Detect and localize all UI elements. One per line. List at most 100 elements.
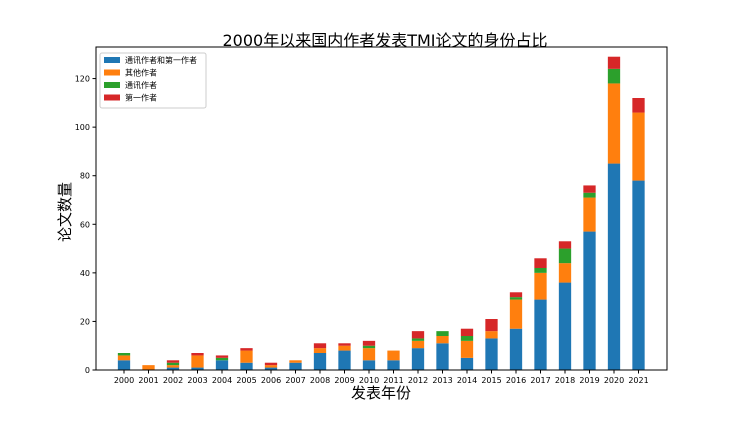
bar-2001-series-1 — [142, 365, 155, 370]
bar-2014-series-1 — [460, 340, 474, 358]
bar-2011-series-1 — [387, 350, 400, 361]
bar-2009-series-1 — [338, 345, 351, 351]
bar-2000-series-2 — [117, 353, 131, 356]
bar-2018-series-3 — [558, 241, 572, 249]
bar-2000-series-1 — [117, 355, 131, 361]
x-tick-label: 2001 — [138, 376, 158, 385]
y-tick-label: 60 — [80, 220, 90, 229]
legend-label: 通讯作者 — [125, 80, 157, 90]
bar-2010-series-1 — [362, 348, 376, 361]
bar-2021-series-1 — [632, 112, 645, 181]
bar-2012-series-0 — [411, 348, 425, 370]
y-axis-label: 论文数量 — [56, 182, 74, 242]
bar-2019-series-0 — [583, 231, 596, 370]
bar-2016-series-3 — [509, 292, 523, 298]
x-tick-label: 2020 — [604, 376, 624, 385]
bar-2006-series-3 — [264, 362, 278, 366]
x-tick-label: 2009 — [334, 376, 354, 385]
plot-frame — [95, 46, 668, 371]
x-tick-label: 2014 — [457, 376, 477, 385]
x-tick-label: 2006 — [261, 376, 281, 385]
bar-2009-series-3 — [338, 343, 351, 346]
bar-2002-series-1 — [166, 365, 180, 368]
bar-2014-series-2 — [460, 336, 474, 341]
bar-2006-series-1 — [264, 365, 278, 368]
bar-2015-series-3 — [485, 319, 498, 332]
bar-2015-series-0 — [485, 338, 498, 370]
bar-2013-series-2 — [436, 331, 449, 336]
bar-2018-series-2 — [558, 248, 572, 264]
legend-swatch — [104, 94, 120, 101]
bar-2020-series-0 — [607, 163, 621, 370]
bar-2014-series-3 — [460, 328, 474, 336]
x-tick-label: 2015 — [481, 376, 501, 385]
x-tick-label: 2002 — [163, 376, 183, 385]
bar-2000-series-0 — [117, 360, 131, 370]
y-tick-label: 120 — [75, 75, 90, 84]
bar-2016-series-2 — [509, 297, 523, 300]
x-tick-label: 2021 — [628, 376, 648, 385]
bar-2013-series-1 — [436, 336, 449, 344]
chart-title: 2000年以来国内作者发表TMI论文的身份占比 — [222, 31, 547, 50]
bar-2002-series-3 — [166, 360, 180, 363]
bar-2005-series-1 — [240, 350, 253, 363]
bar-2020-series-2 — [607, 68, 621, 84]
bar-2021-series-3 — [632, 98, 645, 113]
bar-2018-series-1 — [558, 263, 572, 283]
bar-2018-series-0 — [558, 282, 572, 370]
bar-2006-series-0 — [264, 367, 278, 370]
x-axis-label: 发表年份 — [351, 384, 411, 402]
x-tick-label: 2007 — [285, 376, 305, 385]
x-tick-label: 2012 — [408, 376, 428, 385]
bar-2004-series-0 — [215, 360, 229, 370]
bar-2012-series-3 — [411, 331, 425, 339]
x-tick-label: 2008 — [310, 376, 330, 385]
bar-2008-series-0 — [313, 353, 327, 370]
bar-2014-series-0 — [460, 357, 474, 370]
legend-label: 第一作者 — [125, 93, 157, 103]
x-tick-label: 2010 — [359, 376, 379, 385]
bar-2007-series-1 — [289, 360, 302, 363]
bar-2002-series-2 — [166, 362, 180, 366]
x-tick-label: 2019 — [579, 376, 599, 385]
x-tick-label: 2004 — [212, 376, 232, 385]
bar-2019-series-3 — [583, 185, 596, 193]
bar-2010-series-3 — [362, 340, 376, 346]
bar-2010-series-2 — [362, 345, 376, 349]
bar-2020-series-1 — [607, 83, 621, 164]
bar-2012-series-2 — [411, 338, 425, 341]
legend-swatch — [104, 82, 120, 88]
bar-2007-series-0 — [289, 362, 302, 370]
y-tick-label: 20 — [80, 317, 90, 326]
y-axis-ticks: 0 20 40 60 80 100 120 — [75, 75, 96, 375]
bar-2013-series-0 — [436, 343, 449, 370]
legend-label: 其他作者 — [125, 68, 157, 78]
bar-2008-series-3 — [313, 343, 327, 349]
bar-2017-series-3 — [534, 258, 547, 268]
x-tick-label: 2000 — [114, 376, 134, 385]
bar-2005-series-3 — [240, 348, 253, 351]
bar-2004-series-2 — [215, 357, 229, 361]
bar-2008-series-1 — [313, 348, 327, 353]
bar-2017-series-2 — [534, 268, 547, 273]
x-tick-label: 2005 — [236, 376, 256, 385]
bar-2016-series-1 — [509, 299, 523, 329]
bar-2002-series-0 — [166, 367, 180, 370]
legend-swatch — [104, 57, 120, 63]
bar-2003-series-0 — [191, 367, 204, 370]
x-tick-label: 2018 — [555, 376, 575, 385]
bar-2005-series-0 — [240, 362, 253, 370]
legend-box — [99, 52, 207, 109]
x-tick-label: 2017 — [530, 376, 550, 385]
bar-2017-series-0 — [534, 299, 547, 370]
x-axis-ticks: 2000 2001 2002 2003 2004 2005 2006 2007 2008 2009… — [114, 370, 649, 385]
bar-2003-series-3 — [191, 353, 204, 356]
bar-2009-series-0 — [338, 350, 351, 370]
bar-2012-series-1 — [411, 340, 425, 349]
bar-2010-series-0 — [362, 360, 376, 370]
legend-label: 通讯作者和第一作者 — [125, 55, 197, 65]
x-tick-label: 2003 — [187, 376, 207, 385]
bar-2019-series-2 — [583, 192, 596, 198]
